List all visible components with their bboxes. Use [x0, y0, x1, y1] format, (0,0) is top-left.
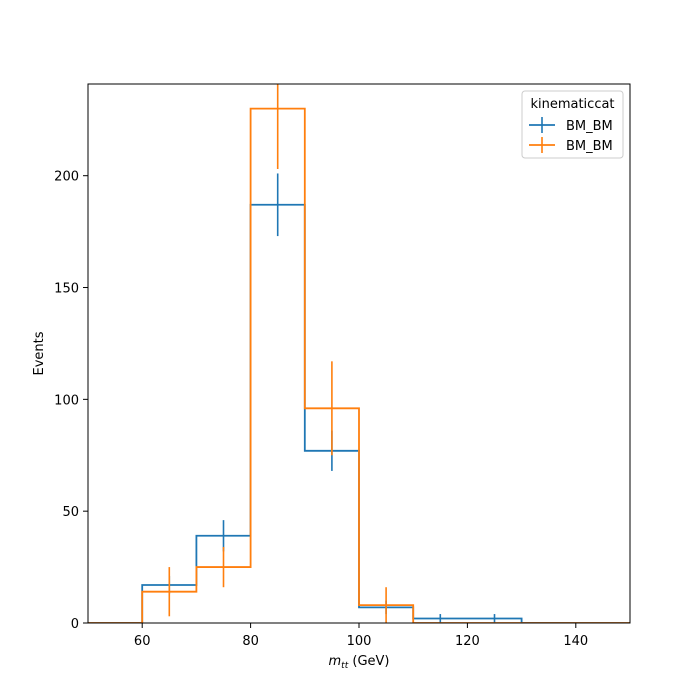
y-tick-label: 100 — [54, 393, 79, 408]
y-tick-label: 0 — [71, 617, 79, 632]
legend-box — [521, 90, 624, 159]
legend-items: BM_BM BM_BM — [529, 117, 613, 154]
series-2-step-line — [88, 107, 630, 623]
x-tick-label: 140 — [563, 634, 588, 649]
x-axis-label-subscript: tt — [341, 661, 349, 671]
x-tick-label: 100 — [347, 634, 372, 649]
legend-label: BM_BM — [566, 139, 613, 154]
legend: kinematiccat BM_BM BM_BM — [521, 90, 624, 159]
axes: 60 80 100 120 140 0 50 100 150 200 — [54, 83, 631, 649]
x-tick-label: 60 — [134, 634, 151, 649]
y-axis-label: Events — [32, 331, 47, 375]
y-tick-label: 200 — [54, 170, 79, 185]
x-tick-label: 120 — [455, 634, 480, 649]
x-tick-label: 80 — [242, 634, 259, 649]
x-axis-label: mtt (GeV) — [329, 654, 390, 671]
y-tick-label: 150 — [54, 282, 79, 297]
legend-item-1: BM_BM — [529, 117, 613, 134]
series-2 — [88, 84, 630, 623]
legend-label: BM_BM — [566, 119, 613, 134]
legend-item-2: BM_BM — [529, 137, 613, 154]
y-tick-label: 50 — [62, 505, 79, 520]
legend-title: kinematiccat — [530, 97, 614, 112]
x-axis-label-unit: (GeV) — [348, 654, 389, 669]
x-axis-label-symbol: m — [329, 654, 342, 669]
plot-area — [88, 84, 630, 623]
